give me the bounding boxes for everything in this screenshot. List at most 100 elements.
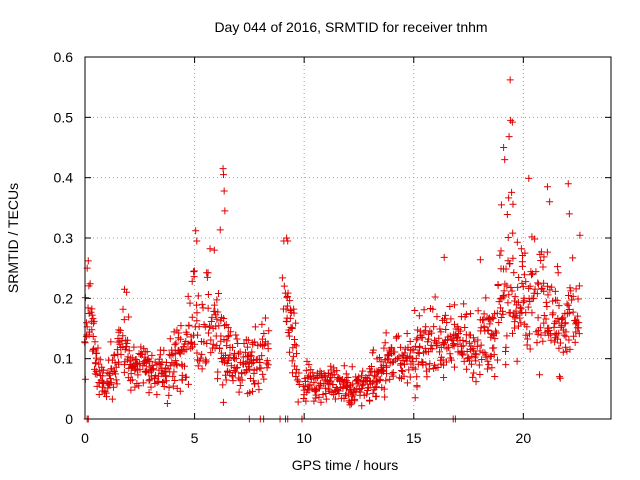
data-point-327 <box>210 301 218 309</box>
data-point-1145 <box>553 335 561 343</box>
data-point-781 <box>406 373 414 381</box>
data-point-1054 <box>517 304 525 312</box>
data-point-1014 <box>503 332 511 340</box>
data-point-1194 <box>574 312 582 320</box>
data-point-207 <box>160 383 168 391</box>
data-point-120 <box>127 386 135 394</box>
data-point-942 <box>475 361 483 369</box>
data-point-1036 <box>511 324 519 332</box>
data-point-509 <box>292 342 300 350</box>
data-point-296 <box>196 357 204 365</box>
data-point-937 <box>472 378 480 386</box>
data-point-882 <box>449 337 457 345</box>
data-point-995 <box>496 251 504 259</box>
data-point-231 <box>170 368 178 376</box>
data-point-1217 <box>284 237 292 245</box>
data-point-1011 <box>502 361 510 369</box>
data-point-1059 <box>518 262 526 270</box>
data-point-617 <box>341 377 349 385</box>
data-point-448 <box>255 386 263 394</box>
data-point-988 <box>492 329 500 337</box>
data-point-698 <box>372 373 380 381</box>
data-point-967 <box>484 326 492 334</box>
data-point-131 <box>130 343 138 351</box>
data-point-175 <box>147 383 155 391</box>
data-point-1028 <box>509 229 517 237</box>
data-point-134 <box>131 383 139 391</box>
data-point-369 <box>224 333 232 341</box>
data-point-1085 <box>528 309 536 317</box>
data-point-761 <box>398 367 406 375</box>
data-point-849 <box>435 348 443 356</box>
data-point-523 <box>302 397 310 405</box>
data-point-628 <box>344 374 352 382</box>
data-point-498 <box>288 324 296 332</box>
data-point-340 <box>215 290 223 298</box>
data-point-205 <box>160 346 168 354</box>
data-point-793 <box>412 354 420 362</box>
data-point-979 <box>489 314 497 322</box>
data-point-888 <box>450 363 458 371</box>
data-point-284 <box>190 273 198 281</box>
data-point-481 <box>283 293 291 301</box>
data-point-1051 <box>516 303 524 311</box>
data-point-390 <box>232 364 240 372</box>
data-point-392 <box>234 340 242 348</box>
data-point-1023 <box>506 260 514 268</box>
data-point-279 <box>188 277 196 285</box>
data-point-1090 <box>531 235 539 243</box>
data-point-1104 <box>537 331 545 339</box>
data-point-1198 <box>575 319 583 327</box>
data-point-1015 <box>503 211 511 219</box>
data-point-1038 <box>511 293 519 301</box>
data-point-358 <box>221 371 229 379</box>
data-point-300 <box>198 300 206 308</box>
data-point-1044 <box>513 238 521 246</box>
data-point-241 <box>173 384 181 392</box>
data-point-346 <box>217 337 225 345</box>
data-point-281 <box>190 268 198 276</box>
data-point-459 <box>260 375 268 383</box>
data-point-368 <box>224 324 232 332</box>
data-point-660 <box>356 388 364 396</box>
data-point-1212 <box>543 183 551 191</box>
data-point-1004 <box>499 291 507 299</box>
data-point-488 <box>286 348 294 356</box>
data-point-104 <box>120 368 128 376</box>
data-point-673 <box>363 390 371 398</box>
data-point-964 <box>484 357 492 365</box>
data-point-1007 <box>500 287 508 295</box>
data-point-240 <box>173 326 181 334</box>
data-point-1081 <box>526 345 534 353</box>
data-point-1176 <box>565 306 573 314</box>
data-point-1172 <box>564 301 572 309</box>
data-point-321 <box>207 317 215 325</box>
data-point-970 <box>486 320 494 328</box>
data-point-1180 <box>568 296 576 304</box>
data-point-1139 <box>551 287 559 295</box>
data-point-899 <box>456 327 464 335</box>
data-point-1079 <box>526 282 534 290</box>
data-point-1113 <box>540 311 548 319</box>
data-point-337 <box>214 308 222 316</box>
data-point-1072 <box>524 335 532 343</box>
data-point-853 <box>437 328 445 336</box>
x-tick-label-4: 20 <box>516 430 532 446</box>
data-point-933 <box>471 338 479 346</box>
data-point-1130 <box>548 283 556 291</box>
data-point-73 <box>108 395 116 403</box>
data-point-791 <box>411 365 419 373</box>
x-tick-label-2: 10 <box>296 430 312 446</box>
data-point-1013 <box>503 282 511 290</box>
data-point-1204 <box>221 207 229 215</box>
data-point-54 <box>100 366 108 374</box>
data-point-1052 <box>517 319 525 327</box>
data-point-910 <box>461 323 469 331</box>
data-point-420 <box>244 336 252 344</box>
data-point-866 <box>441 311 449 319</box>
data-point-28 <box>91 338 99 346</box>
data-point-774 <box>403 379 411 387</box>
data-point-505 <box>292 319 300 327</box>
data-point-1027 <box>508 188 516 196</box>
data-point-428 <box>247 352 255 360</box>
